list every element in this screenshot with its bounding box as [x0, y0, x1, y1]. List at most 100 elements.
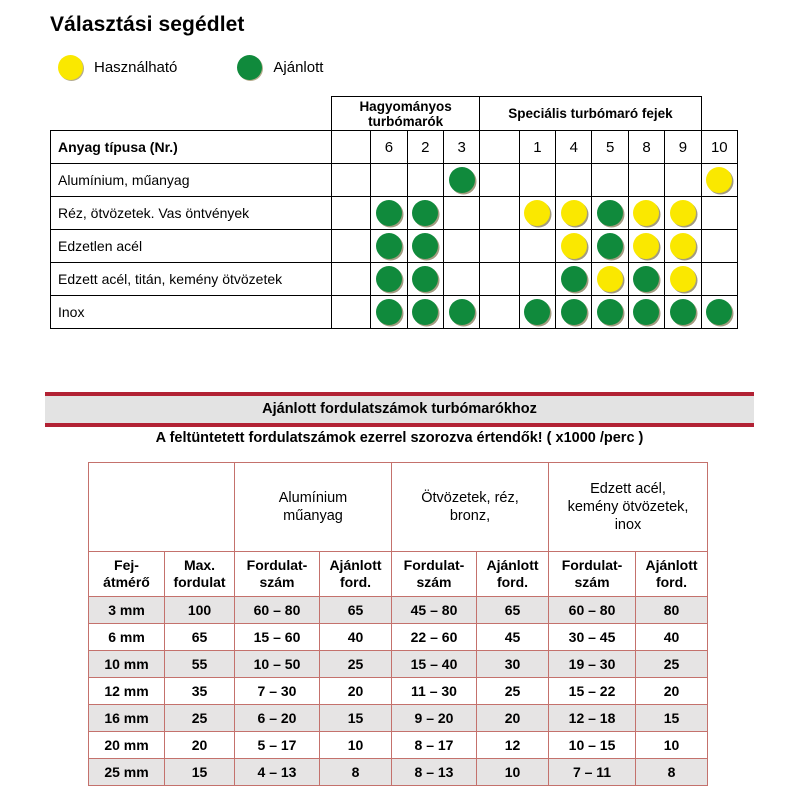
suitability-cell-empty — [479, 262, 520, 296]
materials-corner-cell — [50, 96, 332, 131]
material-row-label: Inox — [50, 295, 332, 329]
suitability-cell-marked — [627, 229, 666, 263]
rpm-sub-header: Fej-átmérő — [88, 551, 165, 597]
rpm-sub-header-line: Fej- — [114, 557, 139, 574]
materials-tool-number-header: 4 — [555, 130, 593, 164]
suitability-cell-empty — [627, 163, 666, 197]
rpm-sub-header-line: Fordulat- — [403, 557, 465, 574]
rpm-value-cell: 10 — [319, 731, 392, 759]
green-circle-icon — [375, 299, 402, 325]
rpm-sub-header-line: szám — [416, 574, 452, 590]
green-circle-icon — [412, 200, 439, 226]
table-row: Inox — [50, 295, 739, 329]
rpm-value-cell: 65 — [319, 596, 392, 624]
rpm-material-group-line: inox — [614, 517, 642, 534]
green-circle-icon — [412, 233, 439, 259]
rpm-corner-cell — [88, 462, 235, 552]
suitability-cell-empty — [664, 163, 702, 197]
suitability-cell-empty — [479, 295, 520, 329]
page-title: Választási segédlet — [50, 13, 245, 36]
table-row: 20 mm 20 5 – 17 10 8 – 17 12 10 – 15 10 — [88, 731, 709, 759]
rpm-material-group-line: műanyag — [283, 508, 343, 524]
yellow-circle-icon — [633, 233, 660, 259]
rpm-sub-header-line: Ajánlott — [645, 557, 698, 574]
rpm-value-cell: 25 — [635, 650, 709, 678]
rpm-value-cell: 15 – 60 — [234, 623, 320, 651]
suitability-cell-marked — [555, 262, 593, 296]
rpm-value-cell: 8 — [635, 758, 709, 786]
suitability-cell-empty — [330, 295, 372, 329]
suitability-cell-empty — [330, 163, 372, 197]
rpm-value-cell: 60 – 80 — [234, 596, 320, 624]
rpm-value-cell: 8 — [319, 758, 392, 786]
yellow-circle-icon — [58, 55, 83, 80]
suitability-cell-marked — [406, 262, 444, 296]
suitability-cell-marked — [700, 295, 739, 329]
suitability-cell-marked — [370, 295, 408, 329]
rpm-value-cell: 7 – 11 — [548, 758, 637, 786]
suitability-cell-marked — [664, 295, 702, 329]
rpm-sub-header: Fordulat-szám — [548, 551, 637, 597]
rpm-value-cell: 25 — [164, 704, 235, 732]
rpm-head-diameter: 10 mm — [88, 650, 165, 678]
suitability-cell-empty — [406, 163, 444, 197]
rpm-sub-header-line: Ajánlott — [329, 557, 382, 574]
table-row: Alumínium, műanyag — [50, 163, 739, 197]
rpm-head-diameter: 20 mm — [88, 731, 165, 759]
suitability-cell-empty — [479, 163, 520, 197]
rpm-sub-header: Max. fordulat — [164, 551, 235, 597]
rpm-value-cell: 12 – 18 — [548, 704, 637, 732]
yellow-circle-icon — [524, 200, 551, 226]
rpm-value-cell: 55 — [164, 650, 235, 678]
rpm-material-group-line: Ötvözetek, réz, — [421, 489, 519, 506]
rpm-sub-header: Fordulat-szám — [391, 551, 477, 597]
rpm-sub-header-line: ford. — [339, 574, 372, 590]
rpm-value-cell: 60 – 80 — [548, 596, 637, 624]
rpm-sub-header-line: átmérő — [103, 574, 150, 590]
green-circle-icon — [412, 299, 439, 325]
suitability-cell-marked — [406, 196, 444, 230]
materials-group-header: Hagyományos turbómarók — [330, 96, 481, 131]
rpm-sub-header-line: ford. — [496, 574, 529, 590]
green-circle-icon — [524, 299, 551, 325]
materials-tool-number-header: 1 — [518, 130, 557, 164]
rpm-sub-header: Fordulat-szám — [234, 551, 320, 597]
rpm-material-group-line: kemény ötvözetek, — [567, 498, 689, 515]
rpm-value-cell: 10 — [475, 758, 550, 786]
materials-tool-number-header: 3 — [442, 130, 481, 164]
materials-tool-number-header: 6 — [370, 130, 408, 164]
rpm-sub-header-line: Fordulat- — [246, 557, 308, 574]
yellow-circle-icon — [669, 266, 696, 292]
suitability-cell-marked — [555, 196, 593, 230]
table-row: Réz, ötvözetek. Vas öntvények — [50, 196, 739, 230]
rpm-head-diameter: 3 mm — [88, 596, 165, 624]
rpm-value-cell: 25 — [475, 677, 550, 705]
suitability-cell-empty — [700, 196, 739, 230]
suitability-cell-empty — [330, 262, 372, 296]
green-circle-icon — [448, 167, 475, 193]
rpm-sub-header: Ajánlott ford. — [475, 551, 550, 597]
suitability-cell-marked — [370, 262, 408, 296]
rpm-sub-header-line: Ajánlott — [486, 557, 539, 574]
suitability-cell-empty — [479, 229, 520, 263]
suitability-cell-marked — [591, 262, 629, 296]
green-circle-icon — [633, 266, 660, 292]
rpm-value-cell: 8 – 17 — [391, 731, 477, 759]
rpm-value-cell: 7 – 30 — [234, 677, 320, 705]
suitability-cell-marked — [442, 163, 481, 197]
legend-label-recommended: Ajánlott — [273, 59, 324, 76]
rpm-sub-header-line: fordulat — [173, 574, 226, 590]
green-circle-icon — [412, 266, 439, 292]
rpm-value-cell: 10 — [635, 731, 709, 759]
rpm-sub-header: Ajánlott ford. — [635, 551, 709, 597]
rpm-value-cell: 35 — [164, 677, 235, 705]
rpm-value-cell: 15 – 22 — [548, 677, 637, 705]
table-row: 10 mm 55 10 – 50 25 15 – 40 30 19 – 30 25 — [88, 650, 709, 678]
materials-tool-number-header: 8 — [627, 130, 666, 164]
suitability-cell-empty — [591, 163, 629, 197]
rpm-sub-header-line: Max. — [183, 557, 216, 574]
suitability-cell-marked — [518, 295, 557, 329]
suitability-cell-marked — [406, 229, 444, 263]
suitability-cell-marked — [664, 196, 702, 230]
legend-item-usable: Használható — [58, 55, 177, 80]
